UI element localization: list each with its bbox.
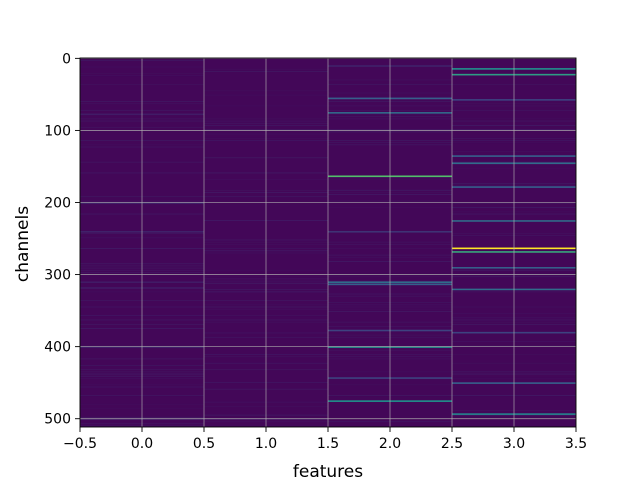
x-tick-label: −0.5	[63, 436, 97, 452]
y-tick-label: 100	[44, 123, 71, 139]
y-tick-label: 0	[62, 51, 71, 67]
x-tick-label: 2.5	[441, 436, 463, 452]
y-axis-ticks: 0 100 200 300 400 500	[44, 51, 80, 428]
x-tick-label: 3.5	[565, 436, 587, 452]
x-tick-label: 0.0	[131, 436, 153, 452]
x-tick-label: 1.5	[317, 436, 339, 452]
x-tick-label: 3.0	[503, 436, 525, 452]
y-tick-label: 500	[44, 412, 71, 428]
x-axis-label: features	[293, 462, 363, 480]
x-tick-label: 1.0	[255, 436, 277, 452]
y-tick-label: 300	[44, 268, 71, 284]
x-tick-label: 2.0	[379, 436, 401, 452]
y-tick-label: 400	[44, 340, 71, 356]
x-axis-ticks: −0.5 0.0 0.5 1.0 1.5 2.0 2.5 3.0 3.5	[63, 427, 587, 452]
y-tick-label: 200	[44, 196, 71, 212]
x-tick-label: 0.5	[193, 436, 215, 452]
plot-area	[79, 57, 577, 428]
y-axis-label: channels	[13, 206, 33, 282]
